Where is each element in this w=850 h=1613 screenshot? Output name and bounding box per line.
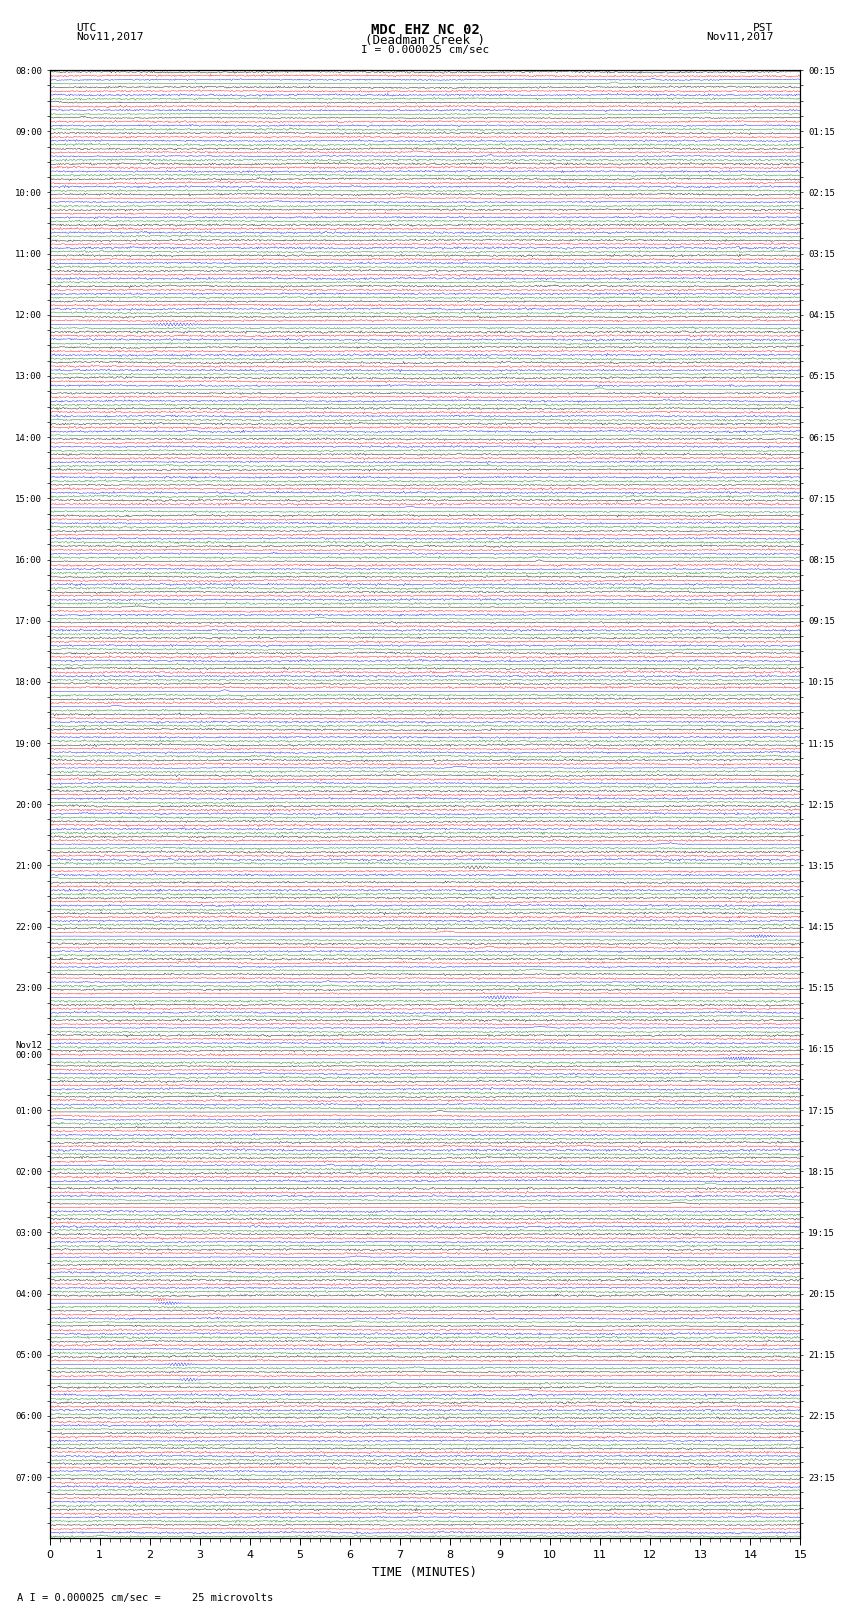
Text: (Deadman Creek ): (Deadman Creek ): [365, 34, 485, 47]
X-axis label: TIME (MINUTES): TIME (MINUTES): [372, 1566, 478, 1579]
Text: Nov11,2017: Nov11,2017: [76, 32, 144, 42]
Text: MDC EHZ NC 02: MDC EHZ NC 02: [371, 23, 479, 37]
Text: I = 0.000025 cm/sec: I = 0.000025 cm/sec: [361, 45, 489, 55]
Text: PST: PST: [753, 23, 774, 32]
Text: Nov11,2017: Nov11,2017: [706, 32, 774, 42]
Text: A I = 0.000025 cm/sec =     25 microvolts: A I = 0.000025 cm/sec = 25 microvolts: [17, 1594, 273, 1603]
Text: UTC: UTC: [76, 23, 97, 32]
